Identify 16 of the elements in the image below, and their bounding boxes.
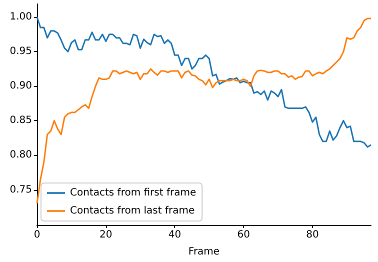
line-series [36,16,372,148]
x-tick-label: 60 [237,230,250,240]
x-tick-label: 0 [34,230,40,240]
legend-label: Contacts from first frame [70,188,196,198]
legend-label: Contacts from last frame [70,206,195,216]
y-tick-label: 0.75 [10,184,32,196]
y-tick-label: 0.90 [10,80,32,92]
line-series [36,18,372,204]
x-tick-label: 80 [306,230,319,240]
x-tick-label: 20 [100,230,112,240]
y-tick-label: 0.85 [10,115,32,126]
y-tick-label: 0.95 [10,46,32,58]
y-tick-label: 1.00 [10,12,32,23]
x-axis-title: Frame [188,246,220,258]
x-tick-label: 40 [168,230,182,240]
y-tick-label: 0.80 [10,150,32,161]
